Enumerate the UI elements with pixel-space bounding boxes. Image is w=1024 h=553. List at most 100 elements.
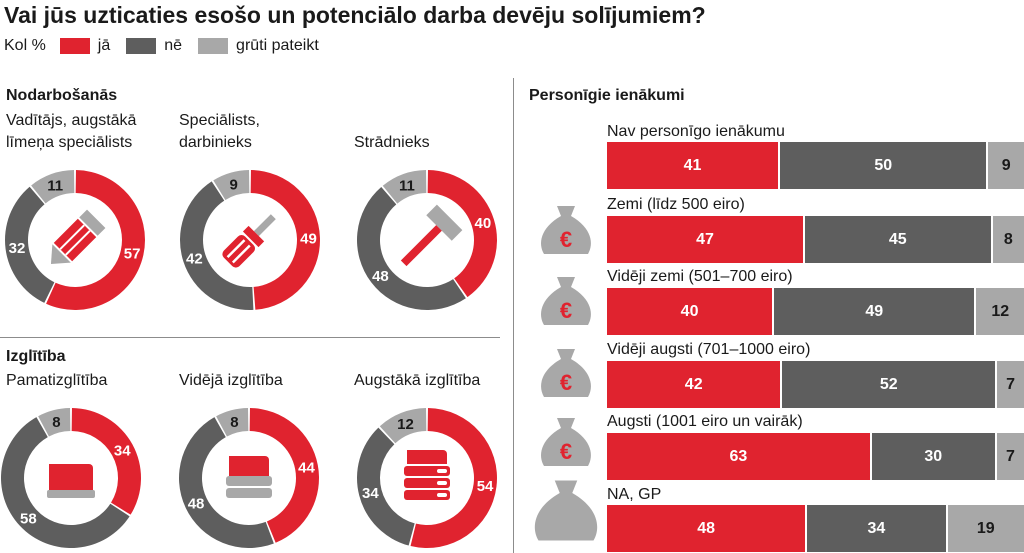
donut-segment [410, 408, 497, 548]
legend-label-gp: grūti pateikt [236, 37, 319, 54]
donut-value-label: 34 [362, 485, 379, 502]
legend-swatch-ne [126, 38, 157, 54]
bar-segment: 40 [607, 288, 773, 335]
donut-value-label: 48 [188, 495, 205, 512]
money-bag-icons: € € € € [534, 206, 598, 541]
donut-segment [379, 408, 427, 444]
bar-category-label: Zemi (līdz 500 eiro) [607, 196, 745, 213]
legend-label-ne: nē [164, 37, 183, 54]
legend-swatch-gp [198, 38, 229, 54]
bar-segment: 9 [986, 142, 1024, 189]
bar-segment: 63 [607, 433, 870, 480]
money-bag-euro-icon: € [541, 277, 591, 325]
money-bag-euro-icon: € [541, 418, 591, 466]
donut-value-label: 8 [230, 414, 238, 431]
donut-value-label: 40 [475, 215, 492, 232]
bar-row: 47 45 8 [607, 216, 1024, 263]
book-icon [47, 464, 95, 498]
chart-title: Vai jūs uzticaties esošo un potenciālo d… [4, 2, 706, 28]
bar-segment: 45 [802, 216, 991, 263]
donut-value-label: 9 [230, 176, 238, 193]
donut-label: Augstākā izglītība [354, 372, 481, 389]
bar-row: 41 50 9 [607, 142, 1024, 189]
donut-segment [427, 170, 497, 298]
donut-charts: 57 32 11 49 42 9 40 48 11 34 58 8 44 48 8 54 34 12 [0, 170, 497, 549]
donut-value-label: 32 [9, 240, 26, 257]
legend-swatch-ja [59, 38, 90, 54]
donut-label: Strādnieks [354, 134, 430, 151]
bar-row: 48 34 19 [607, 505, 1024, 552]
donut-segment [46, 170, 145, 310]
svg-text:€: € [560, 227, 572, 252]
donut-value-label: 48 [372, 268, 389, 285]
money-bag-icon [534, 480, 598, 541]
donut-label: Vadītājs, augstākā līmeņa speciālists [6, 112, 137, 151]
screwdriver-icon [222, 214, 276, 268]
svg-text:€: € [560, 370, 572, 395]
donut-value-label: 57 [124, 245, 141, 262]
donut-value-label: 44 [298, 460, 315, 477]
donut-value-label: 34 [114, 442, 131, 459]
donut-segment [31, 170, 75, 204]
legend-label-ja: jā [97, 37, 111, 54]
bar-segment: 42 [607, 361, 781, 408]
donut-segment [250, 170, 321, 310]
money-bag-euro-icon: € [541, 206, 591, 254]
legend: Kol % jā nē grūti pateikt [4, 37, 319, 55]
donut-value-label: 58 [20, 511, 37, 528]
bar-segment: 34 [805, 505, 946, 552]
donut-segment [38, 408, 71, 437]
donut-chart: 34 58 8 [0, 408, 141, 548]
bar-segment: 49 [772, 288, 975, 335]
donut-label: Speciālists, darbinieks [179, 112, 260, 151]
bar-category-label: Augsti (1001 eiro un vairāk) [607, 413, 803, 430]
donut-value-label: 11 [47, 177, 63, 194]
bar-segment: 47 [607, 216, 803, 263]
section-title-occupation: Nodarbošanās [6, 87, 118, 104]
svg-text:€: € [560, 439, 572, 464]
donut-segment [5, 186, 55, 303]
hammer-icon [400, 204, 463, 267]
donut-segment [178, 417, 274, 549]
donut-segment [356, 427, 415, 546]
money-bag-euro-icon: € [541, 349, 591, 397]
bar-segment: 19 [945, 505, 1024, 552]
bar-row: 42 52 7 [607, 361, 1024, 408]
bar-segment: 30 [869, 433, 995, 480]
bar-segment: 50 [777, 142, 987, 189]
donut-chart: 40 48 11 [356, 170, 497, 311]
donut-segment [249, 408, 319, 543]
books-icon [226, 456, 272, 498]
donut-segment [216, 408, 249, 437]
donut-chart: 49 42 9 [179, 170, 321, 310]
bar-row: 63 30 7 [607, 433, 1024, 480]
svg-text:€: € [560, 298, 572, 323]
donut-segment [179, 181, 254, 310]
donut-value-label: 49 [300, 231, 317, 248]
donut-segment [0, 417, 130, 548]
donut-value-label: 11 [399, 178, 415, 195]
bar-segment: 12 [974, 288, 1024, 335]
legend-unit: Kol % [4, 37, 46, 54]
donut-value-label: 8 [52, 414, 60, 431]
bar-segment: 8 [990, 216, 1024, 263]
section-title-income: Personīgie ienākumi [529, 87, 685, 104]
donut-value-label: 54 [477, 478, 494, 495]
book-stack-icon [404, 450, 450, 500]
donut-chart: 44 48 8 [178, 408, 319, 549]
donut-label: Pamatizglītība [6, 372, 108, 389]
vertical-divider [513, 78, 514, 553]
donut-segment [382, 170, 427, 204]
bar-category-label: Nav personīgo ienākumu [607, 123, 785, 140]
donut-chart: 57 32 11 [5, 170, 145, 310]
section-title-education: Izglītība [6, 348, 66, 365]
bar-row: 40 49 12 [607, 288, 1024, 335]
bar-category-label: Vidēji zemi (501–700 eiro) [607, 268, 793, 285]
horizontal-divider [0, 337, 500, 338]
donut-chart: 54 34 12 [356, 408, 497, 548]
bar-segment: 7 [995, 361, 1024, 408]
donut-value-label: 12 [397, 416, 414, 433]
donut-segment [213, 170, 250, 200]
bar-segment: 41 [607, 142, 778, 189]
donut-segment [71, 408, 141, 515]
